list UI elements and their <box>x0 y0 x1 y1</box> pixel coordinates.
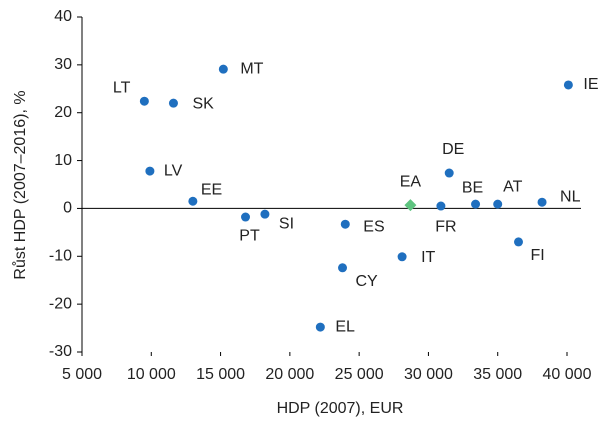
point-label: NL <box>560 188 581 205</box>
point-label: EE <box>201 181 222 198</box>
x-tick-label: 25 000 <box>335 366 384 383</box>
point <box>188 196 198 206</box>
x-axis-title: HDP (2007), EUR <box>277 400 404 417</box>
point-label: EA <box>400 173 422 190</box>
point-label: EL <box>335 318 355 335</box>
point-label: MT <box>240 60 263 77</box>
point-label: DE <box>442 141 464 158</box>
point-label: AT <box>503 178 522 195</box>
point <box>444 168 454 178</box>
point <box>338 263 348 273</box>
point <box>241 212 251 222</box>
point-label: ES <box>363 218 384 235</box>
y-axis-title: Růst HDP (2007–2016), % <box>11 90 29 279</box>
point-label: CY <box>356 273 379 290</box>
point-label: IT <box>421 249 435 266</box>
y-tick-label: 0 <box>63 200 72 217</box>
y-tick-label: 40 <box>54 8 72 25</box>
point <box>436 201 446 211</box>
point <box>404 199 417 212</box>
point <box>260 209 270 219</box>
point-label: SI <box>279 215 294 232</box>
y-tick-label: 30 <box>54 56 72 73</box>
point-label: BE <box>462 179 483 196</box>
y-tick-label: -10 <box>49 248 72 265</box>
point <box>471 199 481 209</box>
x-tick-label: 35 000 <box>473 366 522 383</box>
point <box>340 219 350 229</box>
point <box>168 98 178 108</box>
point-label: PT <box>239 227 260 244</box>
x-tick-label: 40 000 <box>543 366 592 383</box>
point <box>139 96 149 106</box>
x-tick-label: 30 000 <box>404 366 453 383</box>
point <box>514 237 523 247</box>
x-tick-label: 5 000 <box>62 366 102 383</box>
point <box>315 322 325 332</box>
point-label: FR <box>435 218 456 235</box>
point <box>145 166 155 176</box>
point <box>397 252 407 262</box>
y-tick-label: 10 <box>54 152 72 169</box>
point <box>218 64 228 74</box>
point-label: LT <box>113 79 131 96</box>
x-tick-label: 15 000 <box>196 366 245 383</box>
point-label: SK <box>192 95 214 112</box>
point-label: IE <box>583 76 598 93</box>
point <box>537 197 547 207</box>
point-label: LV <box>164 162 183 179</box>
point <box>493 199 503 209</box>
point-label: FI <box>531 247 545 264</box>
y-tick-label: -30 <box>49 343 72 360</box>
x-tick-label: 20 000 <box>265 366 314 383</box>
y-tick-label: 20 <box>54 104 72 121</box>
y-tick-label: -20 <box>49 295 72 312</box>
point <box>563 80 573 90</box>
x-tick-label: 10 000 <box>127 366 176 383</box>
